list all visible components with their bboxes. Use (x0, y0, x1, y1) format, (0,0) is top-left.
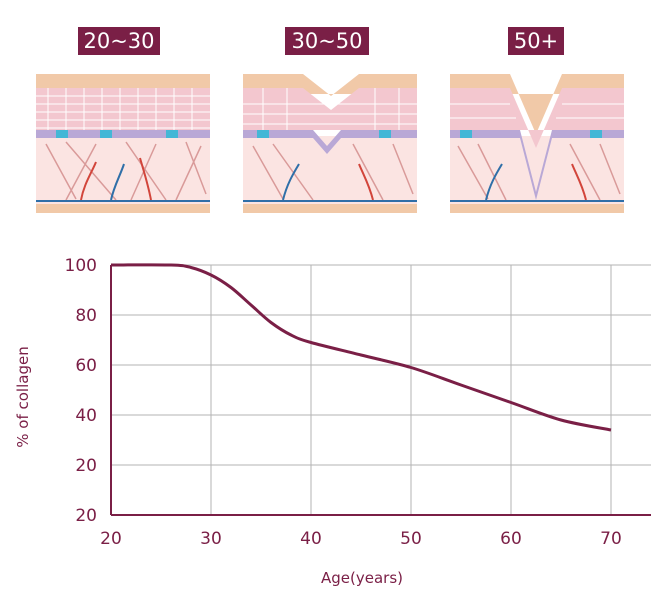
skin-illustration-young (36, 74, 210, 213)
x-tick-label: 70 (600, 529, 622, 549)
x-tick-label: 30 (200, 529, 222, 549)
skin-illustration-aged (450, 74, 624, 213)
x-tick-label: 40 (300, 529, 322, 549)
y-tick-label: 60 (75, 356, 97, 376)
grid-lines (111, 264, 651, 515)
y-tick-label: 20 (75, 456, 97, 476)
y-tick-label: 80 (75, 306, 97, 326)
x-tick-label: 50 (400, 529, 422, 549)
chart-axes (110, 265, 651, 516)
y-tick-label: 20 (75, 506, 97, 526)
y-tick-labels: 100 80 60 40 20 20 (65, 256, 97, 526)
collagen-series-line (110, 263, 612, 432)
stage-badge-50-plus: 50+ (508, 27, 564, 55)
stage-badge-20-30: 20~30 (78, 27, 160, 55)
y-axis-title: % of collagen (14, 346, 32, 447)
x-tick-label: 20 (100, 529, 122, 549)
y-tick-label: 40 (75, 406, 97, 426)
stage-badge-30-50: 30~50 (285, 27, 369, 55)
x-tick-labels: 20 30 40 50 60 70 (100, 529, 622, 549)
x-axis-title: Age(years) (321, 569, 403, 587)
y-tick-label: 100 (65, 256, 97, 276)
x-tick-label: 60 (500, 529, 522, 549)
skin-illustration-middle (243, 74, 417, 213)
